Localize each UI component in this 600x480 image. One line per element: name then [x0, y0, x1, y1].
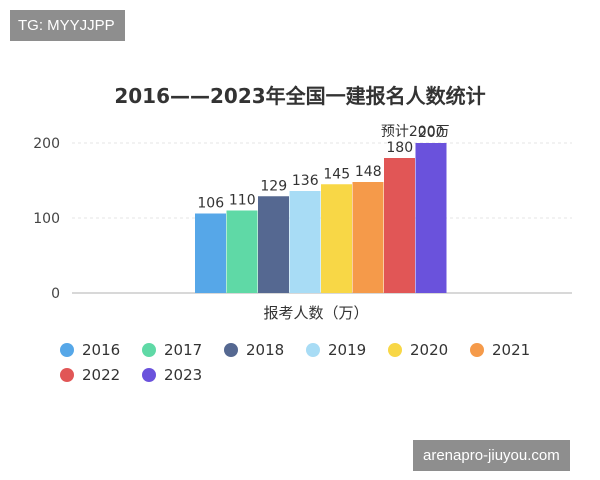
bar-2023 — [415, 143, 447, 293]
y-tick-label: 100 — [33, 211, 60, 227]
bar-2020 — [321, 184, 352, 293]
legend-item-2021: 2021 — [470, 340, 530, 360]
legend-marker — [142, 368, 156, 382]
data-label-2017: 110 — [229, 193, 256, 209]
legend-marker — [388, 343, 402, 357]
watermark-top: TG: MYYJJPP — [10, 10, 125, 41]
legend-item-2019: 2019 — [306, 340, 366, 360]
bar-2018 — [258, 196, 289, 293]
legend-marker — [60, 343, 74, 357]
data-label-2022: 180 — [386, 140, 413, 156]
watermark-bottom: arenapro-jiuyou.com — [413, 440, 570, 471]
y-tick-label: 200 — [33, 136, 60, 152]
data-label-2023: 200 — [418, 125, 445, 141]
legend-item-2016: 2016 — [60, 340, 120, 360]
legend-label: 2021 — [492, 341, 531, 359]
legend-label: 2016 — [82, 341, 121, 359]
legend-label: 2023 — [164, 366, 203, 384]
data-label-2021: 148 — [355, 164, 382, 180]
legend-marker — [60, 368, 74, 382]
annotation-label: 预计200万 — [381, 124, 450, 140]
legend-marker — [306, 343, 320, 357]
legend-label: 2020 — [410, 341, 449, 359]
legend-marker — [470, 343, 484, 357]
legend-item-2018: 2018 — [224, 340, 284, 360]
legend-label: 2017 — [164, 341, 203, 359]
legend-label: 2019 — [328, 341, 367, 359]
legend-item-2020: 2020 — [388, 340, 448, 360]
legend-label: 2022 — [82, 366, 121, 384]
x-axis-label: 报考人数（万） — [263, 304, 368, 322]
data-label-2019: 136 — [292, 173, 319, 189]
legend-item-2022: 2022 — [60, 365, 120, 385]
bar-2021 — [352, 182, 384, 293]
legend-marker — [142, 343, 156, 357]
data-label-2016: 106 — [197, 196, 224, 212]
bar-2017 — [226, 210, 258, 293]
chart-title: 2016——2023年全国一建报名人数统计 — [114, 84, 486, 108]
y-tick-label: 0 — [51, 286, 60, 302]
legend-item-2017: 2017 — [142, 340, 202, 360]
legend-item-2023: 2023 — [142, 365, 202, 385]
data-label-2018: 129 — [260, 178, 287, 194]
bar-2016 — [195, 213, 226, 293]
legend-label: 2018 — [246, 341, 285, 359]
legend-marker — [224, 343, 238, 357]
data-label-2020: 145 — [323, 166, 350, 182]
bar-2022 — [384, 158, 415, 293]
bar-2019 — [289, 191, 321, 293]
